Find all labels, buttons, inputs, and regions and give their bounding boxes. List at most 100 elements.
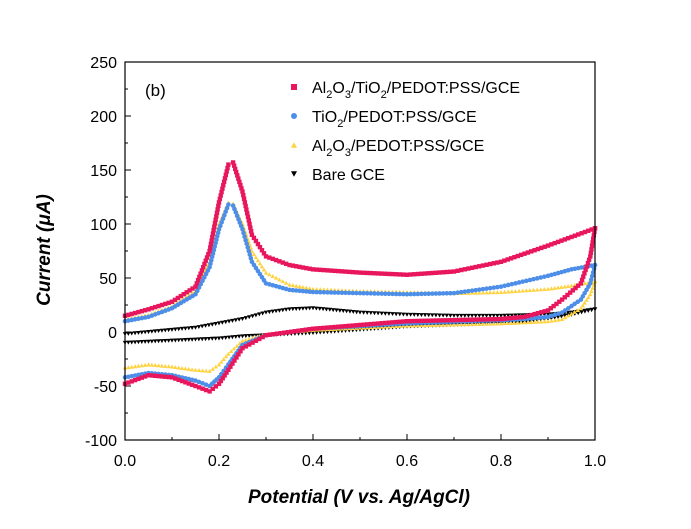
data-point (235, 173, 240, 178)
data-point (257, 244, 263, 250)
data-point (444, 269, 449, 275)
data-point (142, 330, 148, 335)
data-point (578, 306, 584, 311)
data-point (535, 319, 541, 324)
data-point (495, 260, 500, 265)
data-point (240, 317, 245, 322)
data-series (122, 160, 598, 394)
data-point (375, 321, 381, 326)
data-point (401, 272, 406, 277)
data-point (246, 218, 251, 223)
data-point (304, 265, 309, 271)
data-point (451, 317, 457, 323)
data-point (193, 383, 198, 389)
data-point (545, 286, 551, 291)
data-point (230, 335, 235, 340)
data-point (535, 315, 541, 321)
data-point (343, 269, 348, 274)
data-point (455, 268, 460, 273)
data-point (198, 271, 203, 276)
data-point (422, 271, 428, 276)
data-point (213, 384, 219, 389)
axis-ticks: 0.0 0.2 0.4 0.6 0.8 1.0 -100 -50 0 50 100 150 200 250 (85, 55, 606, 470)
data-point (433, 322, 439, 327)
data-point (462, 317, 468, 323)
data-point (197, 274, 202, 280)
data-point (209, 238, 214, 243)
legend-marker (291, 84, 297, 90)
data-point (203, 271, 209, 277)
data-point (325, 325, 330, 330)
data-point (404, 272, 410, 277)
data-point (444, 313, 449, 318)
series-tio2-pedot-pss-gce (122, 202, 598, 389)
data-point (238, 182, 243, 188)
data-point (146, 330, 151, 334)
data-point (419, 313, 424, 318)
data-point (220, 320, 225, 325)
data-point (484, 321, 489, 326)
data-point (300, 288, 306, 294)
data-point (139, 330, 144, 335)
data-point (317, 289, 323, 295)
data-point (332, 268, 337, 274)
data-point (207, 368, 212, 373)
data-point (216, 362, 222, 367)
data-point (214, 237, 219, 243)
data-point (357, 322, 363, 328)
data-point (415, 271, 421, 277)
data-point (247, 252, 253, 257)
data-point (247, 315, 252, 320)
data-point (401, 312, 406, 317)
data-point (290, 287, 296, 293)
data-point (251, 252, 257, 257)
x-tick-label: 0.4 (302, 453, 324, 470)
data-point (341, 309, 346, 313)
data-point (542, 309, 547, 314)
data-point (328, 268, 334, 273)
data-point (176, 327, 181, 332)
data-point (209, 254, 215, 260)
data-point (512, 254, 517, 260)
data-point (459, 322, 464, 327)
data-point (534, 276, 540, 281)
data-point (267, 272, 272, 277)
data-point (240, 189, 245, 194)
data-point (426, 291, 431, 297)
data-point (314, 267, 319, 272)
data-point (555, 315, 561, 320)
data-point (368, 311, 374, 316)
data-point (444, 322, 449, 327)
data-point (222, 212, 227, 218)
data-point (572, 233, 578, 238)
data-point (213, 321, 218, 326)
data-point (469, 322, 475, 327)
data-point (149, 339, 155, 344)
data-point (139, 375, 144, 380)
data-point (203, 368, 209, 373)
data-point (314, 286, 319, 291)
data-point (509, 313, 515, 318)
x-tick-label: 0.6 (396, 453, 418, 470)
data-point (411, 291, 417, 297)
data-point (433, 318, 439, 323)
data-point (487, 321, 493, 326)
data-point (344, 309, 349, 314)
data-point (189, 337, 195, 342)
data-point (153, 373, 158, 379)
data-point (271, 332, 276, 337)
data-point (383, 271, 388, 276)
data-point (495, 321, 500, 326)
data-point (169, 338, 175, 343)
data-point (477, 290, 482, 295)
data-point (557, 299, 562, 304)
data-point (310, 286, 316, 291)
data-point (545, 308, 551, 313)
data-point (390, 312, 395, 317)
data-point (209, 258, 214, 263)
data-point (466, 313, 471, 318)
data-point (257, 261, 263, 266)
data-point (285, 330, 290, 335)
data-point (484, 317, 489, 322)
data-point (559, 314, 564, 319)
